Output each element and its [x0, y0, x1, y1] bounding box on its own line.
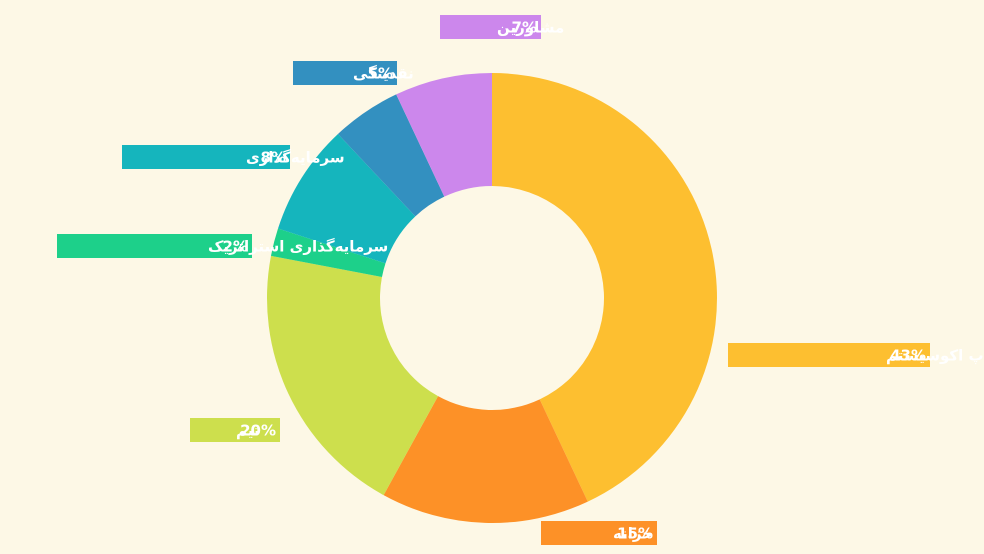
donut-slice [492, 73, 718, 502]
donut-slice [267, 255, 439, 496]
value-label: 8% [261, 149, 286, 167]
donut-slice [337, 94, 445, 217]
category-label: سرمایه‌گذاری [246, 149, 345, 167]
category-label: نقدینگی [353, 65, 414, 83]
value-label: 20% [240, 422, 276, 440]
category-label: مشاورین [497, 19, 564, 37]
label-box [541, 521, 657, 545]
category-label: تیم [236, 422, 260, 440]
label-box [122, 145, 290, 169]
value-label: 15% [617, 525, 653, 543]
label-box [190, 418, 280, 442]
donut-slice [270, 228, 386, 278]
label-box [293, 61, 397, 85]
label-box [440, 15, 541, 39]
label-box [728, 343, 930, 367]
category-label: سرمایه‌گذاری استراتژیک [208, 238, 388, 256]
value-label: 7% [512, 19, 537, 37]
donut-slice [396, 73, 492, 197]
value-label: 5% [368, 65, 393, 83]
category-label: خزانه [613, 525, 653, 543]
category-label: ایردراپ اکوسیستم [886, 347, 984, 365]
donut-slice [383, 396, 588, 524]
value-label: 43% [890, 347, 926, 365]
label-box [57, 234, 252, 258]
value-label: 2% [223, 238, 248, 256]
donut-slice [278, 133, 416, 264]
